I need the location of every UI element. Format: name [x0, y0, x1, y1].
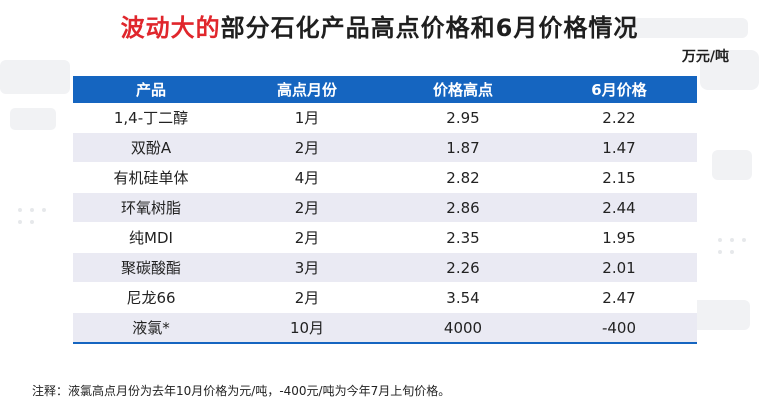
cell-peak-month: 3月 — [229, 252, 385, 283]
header-june-price: 6月价格 — [541, 76, 697, 103]
cell-peak-month: 2月 — [229, 192, 385, 223]
cell-june-price: 2.44 — [541, 192, 697, 223]
cell-june-price: 1.95 — [541, 222, 697, 253]
header-peak-price: 价格高点 — [385, 76, 541, 103]
cell-peak-price: 2.95 — [385, 103, 541, 133]
cell-peak-price: 4000 — [385, 312, 541, 344]
cell-product: 液氯* — [73, 312, 229, 344]
cell-product: 1,4-丁二醇 — [73, 103, 229, 133]
table-row: 液氯* 10月 4000 -400 — [73, 312, 697, 344]
title-highlight: 波动大的 — [120, 14, 221, 42]
table-row: 双酚A 2月 1.87 1.47 — [73, 132, 697, 163]
footnote: 注释：液氯高点月份为去年10月价格为元/吨，-400元/吨为今年7月上旬价格。 — [32, 384, 451, 398]
cell-peak-price: 3.54 — [385, 282, 541, 313]
unit-label: 万元/吨 — [681, 49, 729, 65]
cell-peak-month: 4月 — [229, 162, 385, 193]
cell-peak-price: 2.26 — [385, 252, 541, 283]
cell-product: 有机硅单体 — [73, 162, 229, 193]
cell-product: 尼龙66 — [73, 282, 229, 313]
cell-peak-price: 2.82 — [385, 162, 541, 193]
cell-june-price: 2.15 — [541, 162, 697, 193]
table-row: 有机硅单体 4月 2.82 2.15 — [73, 162, 697, 193]
cell-june-price: 2.47 — [541, 282, 697, 313]
cell-peak-month: 1月 — [229, 103, 385, 133]
cell-peak-month: 2月 — [229, 132, 385, 163]
table-row: 纯MDI 2月 2.35 1.95 — [73, 222, 697, 253]
table-row: 1,4-丁二醇 1月 2.95 2.22 — [73, 103, 697, 133]
cell-product: 聚碳酸酯 — [73, 252, 229, 283]
cell-peak-price: 2.86 — [385, 192, 541, 223]
cell-product: 纯MDI — [73, 222, 229, 253]
cell-june-price: 2.22 — [541, 103, 697, 133]
table-row: 聚碳酸酯 3月 2.26 2.01 — [73, 252, 697, 283]
cell-peak-month: 2月 — [229, 282, 385, 313]
title-rest: 部分石化产品高点价格和6月价格情况 — [220, 14, 639, 42]
cell-june-price: 1.47 — [541, 132, 697, 163]
cell-product: 双酚A — [73, 132, 229, 163]
cell-peak-month: 2月 — [229, 222, 385, 253]
cell-peak-price: 1.87 — [385, 132, 541, 163]
page-title: 波动大的部分石化产品高点价格和6月价格情况 — [0, 8, 759, 43]
cell-product: 环氧树脂 — [73, 192, 229, 223]
price-table: 产品 高点月份 价格高点 6月价格 1,4-丁二醇 1月 2.95 2.22 双… — [73, 76, 697, 344]
table-header-row: 产品 高点月份 价格高点 6月价格 — [73, 76, 697, 103]
table-row: 尼龙66 2月 3.54 2.47 — [73, 282, 697, 313]
table-row: 环氧树脂 2月 2.86 2.44 — [73, 192, 697, 223]
header-product: 产品 — [73, 76, 229, 103]
cell-june-price: 2.01 — [541, 252, 697, 283]
cell-june-price: -400 — [541, 312, 697, 344]
cell-peak-month: 10月 — [229, 312, 385, 344]
cell-peak-price: 2.35 — [385, 222, 541, 253]
header-peak-month: 高点月份 — [229, 76, 385, 103]
